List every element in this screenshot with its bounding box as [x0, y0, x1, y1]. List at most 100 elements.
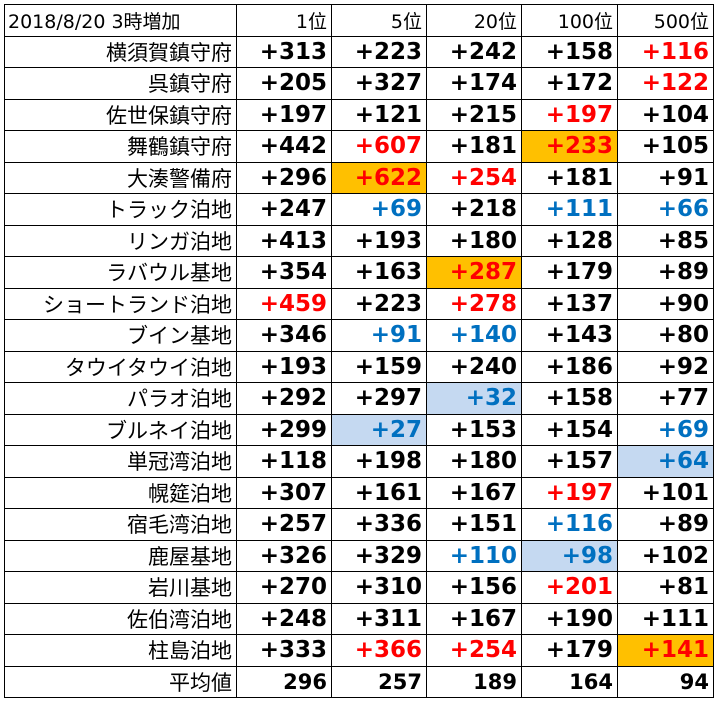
value-cell-rank-500[interactable]: +64 [617, 445, 714, 478]
corner-label[interactable]: 2018/8/20 3時増加 [4, 4, 237, 37]
value-cell-rank-5[interactable]: +121 [331, 98, 427, 131]
value-cell-rank-500[interactable]: +102 [617, 539, 714, 572]
value-cell-rank-500[interactable]: +122 [617, 67, 714, 100]
base-name-cell[interactable]: 岩川基地 [4, 571, 237, 604]
value-cell-rank-100[interactable]: +181 [521, 161, 618, 194]
value-cell-rank-5[interactable]: +27 [331, 413, 427, 446]
value-cell-rank-20[interactable]: +174 [426, 67, 522, 100]
value-cell-rank-1[interactable]: +299 [236, 413, 332, 446]
value-cell-rank-1[interactable]: +292 [236, 382, 332, 415]
base-name-cell[interactable]: 大湊警備府 [4, 161, 237, 194]
value-cell-rank-5[interactable]: +310 [331, 571, 427, 604]
value-cell-rank-100[interactable]: +111 [521, 193, 618, 226]
value-cell-rank-20[interactable]: +278 [426, 287, 522, 320]
value-cell-rank-500[interactable]: +80 [617, 319, 714, 352]
base-name-cell[interactable]: ブイン基地 [4, 319, 237, 352]
value-cell-rank-1[interactable]: +354 [236, 256, 332, 289]
base-name-cell[interactable]: 宿毛湾泊地 [4, 508, 237, 541]
value-cell-rank-20[interactable]: +218 [426, 193, 522, 226]
value-cell-rank-500[interactable]: +66 [617, 193, 714, 226]
value-cell-rank-500[interactable]: +90 [617, 287, 714, 320]
value-cell-rank-1[interactable]: +459 [236, 287, 332, 320]
value-cell-rank-20[interactable]: +180 [426, 224, 522, 257]
base-name-cell[interactable]: パラオ泊地 [4, 382, 237, 415]
value-cell-rank-20[interactable]: +254 [426, 161, 522, 194]
value-cell-rank-1[interactable]: +247 [236, 193, 332, 226]
value-cell-rank-100[interactable]: +158 [521, 35, 618, 68]
value-cell-rank-20[interactable]: +32 [426, 382, 522, 415]
value-cell-rank-5[interactable]: +223 [331, 35, 427, 68]
value-cell-rank-100[interactable]: +201 [521, 571, 618, 604]
base-name-cell[interactable]: ショートランド泊地 [4, 287, 237, 320]
value-cell-rank-5[interactable]: +193 [331, 224, 427, 257]
value-cell-rank-100[interactable]: +154 [521, 413, 618, 446]
value-cell-rank-100[interactable]: +158 [521, 382, 618, 415]
value-cell-rank-20[interactable]: +167 [426, 602, 522, 635]
base-name-cell[interactable]: 幌筵泊地 [4, 476, 237, 509]
base-name-cell[interactable]: 単冠湾泊地 [4, 445, 237, 478]
value-cell-rank-5[interactable]: +607 [331, 130, 427, 163]
value-cell-rank-5[interactable]: +329 [331, 539, 427, 572]
value-cell-rank-100[interactable]: +116 [521, 508, 618, 541]
value-cell-rank-500[interactable]: +85 [617, 224, 714, 257]
value-cell-rank-100[interactable]: +179 [521, 634, 618, 667]
value-cell-rank-20[interactable]: +181 [426, 130, 522, 163]
column-header-rank-500[interactable]: 500位 [617, 4, 714, 37]
value-cell-rank-500[interactable]: +92 [617, 350, 714, 383]
value-cell-rank-20[interactable]: +167 [426, 476, 522, 509]
value-cell-rank-20[interactable]: +180 [426, 445, 522, 478]
value-cell-rank-500[interactable]: +89 [617, 508, 714, 541]
base-name-cell[interactable]: 舞鶴鎮守府 [4, 130, 237, 163]
value-cell-rank-1[interactable]: +326 [236, 539, 332, 572]
value-cell-rank-20[interactable]: +151 [426, 508, 522, 541]
base-name-cell[interactable]: 佐伯湾泊地 [4, 602, 237, 635]
value-cell-rank-500[interactable]: +81 [617, 571, 714, 604]
column-header-rank-100[interactable]: 100位 [521, 4, 618, 37]
base-name-cell[interactable]: 横須賀鎮守府 [4, 35, 237, 68]
value-cell-rank-500[interactable]: +101 [617, 476, 714, 509]
value-cell-rank-5[interactable]: +163 [331, 256, 427, 289]
base-name-cell[interactable]: 佐世保鎮守府 [4, 98, 237, 131]
value-cell-rank-1[interactable]: +205 [236, 67, 332, 100]
value-cell-rank-5[interactable]: +159 [331, 350, 427, 383]
value-cell-rank-100[interactable]: +186 [521, 350, 618, 383]
value-cell-rank-500[interactable]: +104 [617, 98, 714, 131]
value-cell-rank-20[interactable]: +215 [426, 98, 522, 131]
average-value-rank-500[interactable]: 94 [617, 665, 714, 698]
value-cell-rank-5[interactable]: +297 [331, 382, 427, 415]
base-name-cell[interactable]: トラック泊地 [4, 193, 237, 226]
value-cell-rank-5[interactable]: +69 [331, 193, 427, 226]
value-cell-rank-20[interactable]: +156 [426, 571, 522, 604]
value-cell-rank-100[interactable]: +190 [521, 602, 618, 635]
base-name-cell[interactable]: 鹿屋基地 [4, 539, 237, 572]
value-cell-rank-1[interactable]: +193 [236, 350, 332, 383]
value-cell-rank-20[interactable]: +240 [426, 350, 522, 383]
value-cell-rank-500[interactable]: +69 [617, 413, 714, 446]
value-cell-rank-5[interactable]: +198 [331, 445, 427, 478]
value-cell-rank-500[interactable]: +141 [617, 634, 714, 667]
value-cell-rank-100[interactable]: +128 [521, 224, 618, 257]
average-value-rank-5[interactable]: 257 [331, 665, 427, 698]
value-cell-rank-100[interactable]: +137 [521, 287, 618, 320]
column-header-rank-1[interactable]: 1位 [236, 4, 332, 37]
base-name-cell[interactable]: リンガ泊地 [4, 224, 237, 257]
value-cell-rank-1[interactable]: +248 [236, 602, 332, 635]
value-cell-rank-1[interactable]: +197 [236, 98, 332, 131]
average-value-rank-20[interactable]: 189 [426, 665, 522, 698]
value-cell-rank-1[interactable]: +442 [236, 130, 332, 163]
value-cell-rank-100[interactable]: +172 [521, 67, 618, 100]
value-cell-rank-100[interactable]: +143 [521, 319, 618, 352]
value-cell-rank-500[interactable]: +91 [617, 161, 714, 194]
base-name-cell[interactable]: ブルネイ泊地 [4, 413, 237, 446]
value-cell-rank-100[interactable]: +197 [521, 98, 618, 131]
value-cell-rank-20[interactable]: +242 [426, 35, 522, 68]
value-cell-rank-500[interactable]: +77 [617, 382, 714, 415]
value-cell-rank-500[interactable]: +116 [617, 35, 714, 68]
value-cell-rank-100[interactable]: +197 [521, 476, 618, 509]
value-cell-rank-20[interactable]: +254 [426, 634, 522, 667]
value-cell-rank-5[interactable]: +223 [331, 287, 427, 320]
base-name-cell[interactable]: タウイタウイ泊地 [4, 350, 237, 383]
value-cell-rank-20[interactable]: +287 [426, 256, 522, 289]
value-cell-rank-500[interactable]: +111 [617, 602, 714, 635]
value-cell-rank-100[interactable]: +98 [521, 539, 618, 572]
